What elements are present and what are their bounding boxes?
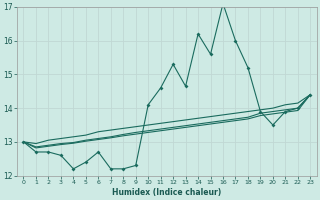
X-axis label: Humidex (Indice chaleur): Humidex (Indice chaleur) — [112, 188, 221, 197]
